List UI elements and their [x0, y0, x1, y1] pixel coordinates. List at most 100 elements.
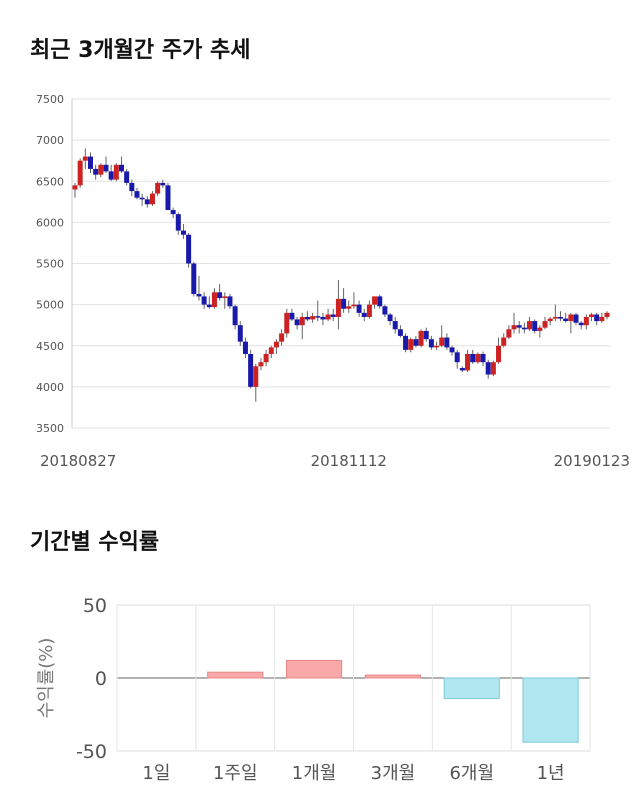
candle-body	[186, 234, 192, 264]
y-tick-label: 6500	[36, 175, 64, 188]
candle-body	[139, 197, 145, 200]
candle-body	[444, 337, 450, 348]
candle-body	[160, 182, 166, 186]
candle-body	[377, 296, 383, 307]
candle-body	[408, 339, 414, 350]
candle-body	[237, 325, 243, 342]
x-tick-label: 3개월	[371, 763, 416, 784]
candle-body	[527, 321, 533, 330]
candle-body	[165, 185, 171, 211]
candle-body	[242, 341, 248, 354]
x-tick-label: 1주일	[213, 763, 258, 784]
candle-body	[310, 316, 316, 320]
candle-body	[118, 164, 124, 172]
candle-body	[113, 164, 119, 180]
candle-body	[72, 185, 78, 190]
candle-body	[413, 339, 419, 346]
y-tick-label: 50	[83, 595, 107, 617]
candle-body	[346, 306, 352, 309]
period-return-title: 기간별 수익률	[30, 530, 160, 555]
candle-body	[547, 318, 553, 322]
candle-body	[211, 292, 217, 308]
y-tick-label: 7500	[36, 93, 64, 106]
candle-body	[563, 318, 569, 322]
candle-body	[82, 156, 88, 161]
candle-body	[583, 316, 589, 326]
candle-body	[284, 312, 290, 334]
candle-body	[227, 296, 233, 307]
candle-body	[434, 345, 440, 348]
candle-body	[532, 321, 538, 331]
candle-body	[155, 182, 161, 194]
y-tick-label: 3500	[36, 422, 64, 435]
y-tick-label: 7000	[36, 134, 64, 147]
candle-body	[361, 312, 367, 317]
y-tick-label: -50	[76, 741, 107, 763]
candle-body	[222, 296, 228, 299]
candle-body	[268, 347, 274, 354]
candle-body	[475, 353, 481, 363]
candle-body	[98, 164, 104, 175]
y-tick-label: 5000	[36, 299, 64, 312]
candle-body	[263, 353, 269, 363]
candle-body	[124, 171, 130, 183]
candle-body	[521, 327, 527, 330]
candle-body	[144, 199, 150, 205]
candle-body	[501, 337, 507, 346]
candle-body	[599, 316, 605, 322]
candle-body	[108, 171, 114, 180]
x-tick-label: 1년	[537, 763, 565, 784]
candle-body	[87, 156, 93, 169]
candle-body	[351, 304, 357, 307]
candle-body	[496, 345, 502, 363]
candle-body	[485, 362, 491, 375]
candle-body	[470, 353, 476, 363]
candle-body	[206, 304, 212, 308]
candle-body	[325, 314, 331, 320]
candlestick-chart: 3500 4000 4500 5000 5500 6000 6500 7000 7500 2018…	[36, 93, 630, 470]
candle-body	[428, 339, 434, 348]
candle-body	[372, 296, 378, 305]
candle-body	[604, 312, 610, 317]
candle-body	[558, 316, 564, 319]
y-axis-label: 수익률(%)	[36, 638, 57, 719]
candle-body	[196, 293, 202, 297]
candle-body	[103, 164, 109, 172]
candle-body	[217, 292, 223, 299]
x-tick-label: 1개월	[292, 763, 337, 784]
candle-body	[129, 182, 135, 192]
candle-body	[232, 306, 238, 326]
candle-body	[289, 312, 295, 320]
candle-body	[191, 263, 197, 294]
candle-body	[506, 329, 512, 338]
x-tick-label: 20180827	[40, 452, 116, 470]
candle-body	[299, 316, 305, 326]
candle-body	[335, 298, 341, 317]
candle-body	[454, 352, 460, 363]
candle-body	[330, 314, 336, 317]
candle-body	[294, 319, 300, 326]
bar	[285, 659, 343, 679]
y-tick-label: 4000	[36, 381, 64, 394]
y-tick-label: 0	[95, 668, 107, 690]
y-tick-label: 5500	[36, 258, 64, 271]
x-tick-label: 1일	[142, 763, 170, 784]
candle-body	[423, 330, 429, 340]
candle-body	[480, 353, 486, 363]
bar	[207, 671, 264, 679]
y-tick-label: 4500	[36, 340, 64, 353]
candle-body	[273, 341, 279, 348]
candle-body	[449, 347, 455, 353]
candle-body	[258, 362, 264, 367]
bar	[522, 677, 579, 743]
candle-body	[568, 314, 574, 322]
candle-body	[134, 191, 140, 198]
candle-body	[341, 298, 347, 309]
candle-body	[248, 353, 254, 387]
x-tick-label: 20181112	[311, 452, 387, 470]
candle-body	[77, 160, 83, 186]
candle-body	[366, 304, 372, 317]
candle-body	[93, 168, 99, 175]
candle-body	[465, 353, 471, 371]
